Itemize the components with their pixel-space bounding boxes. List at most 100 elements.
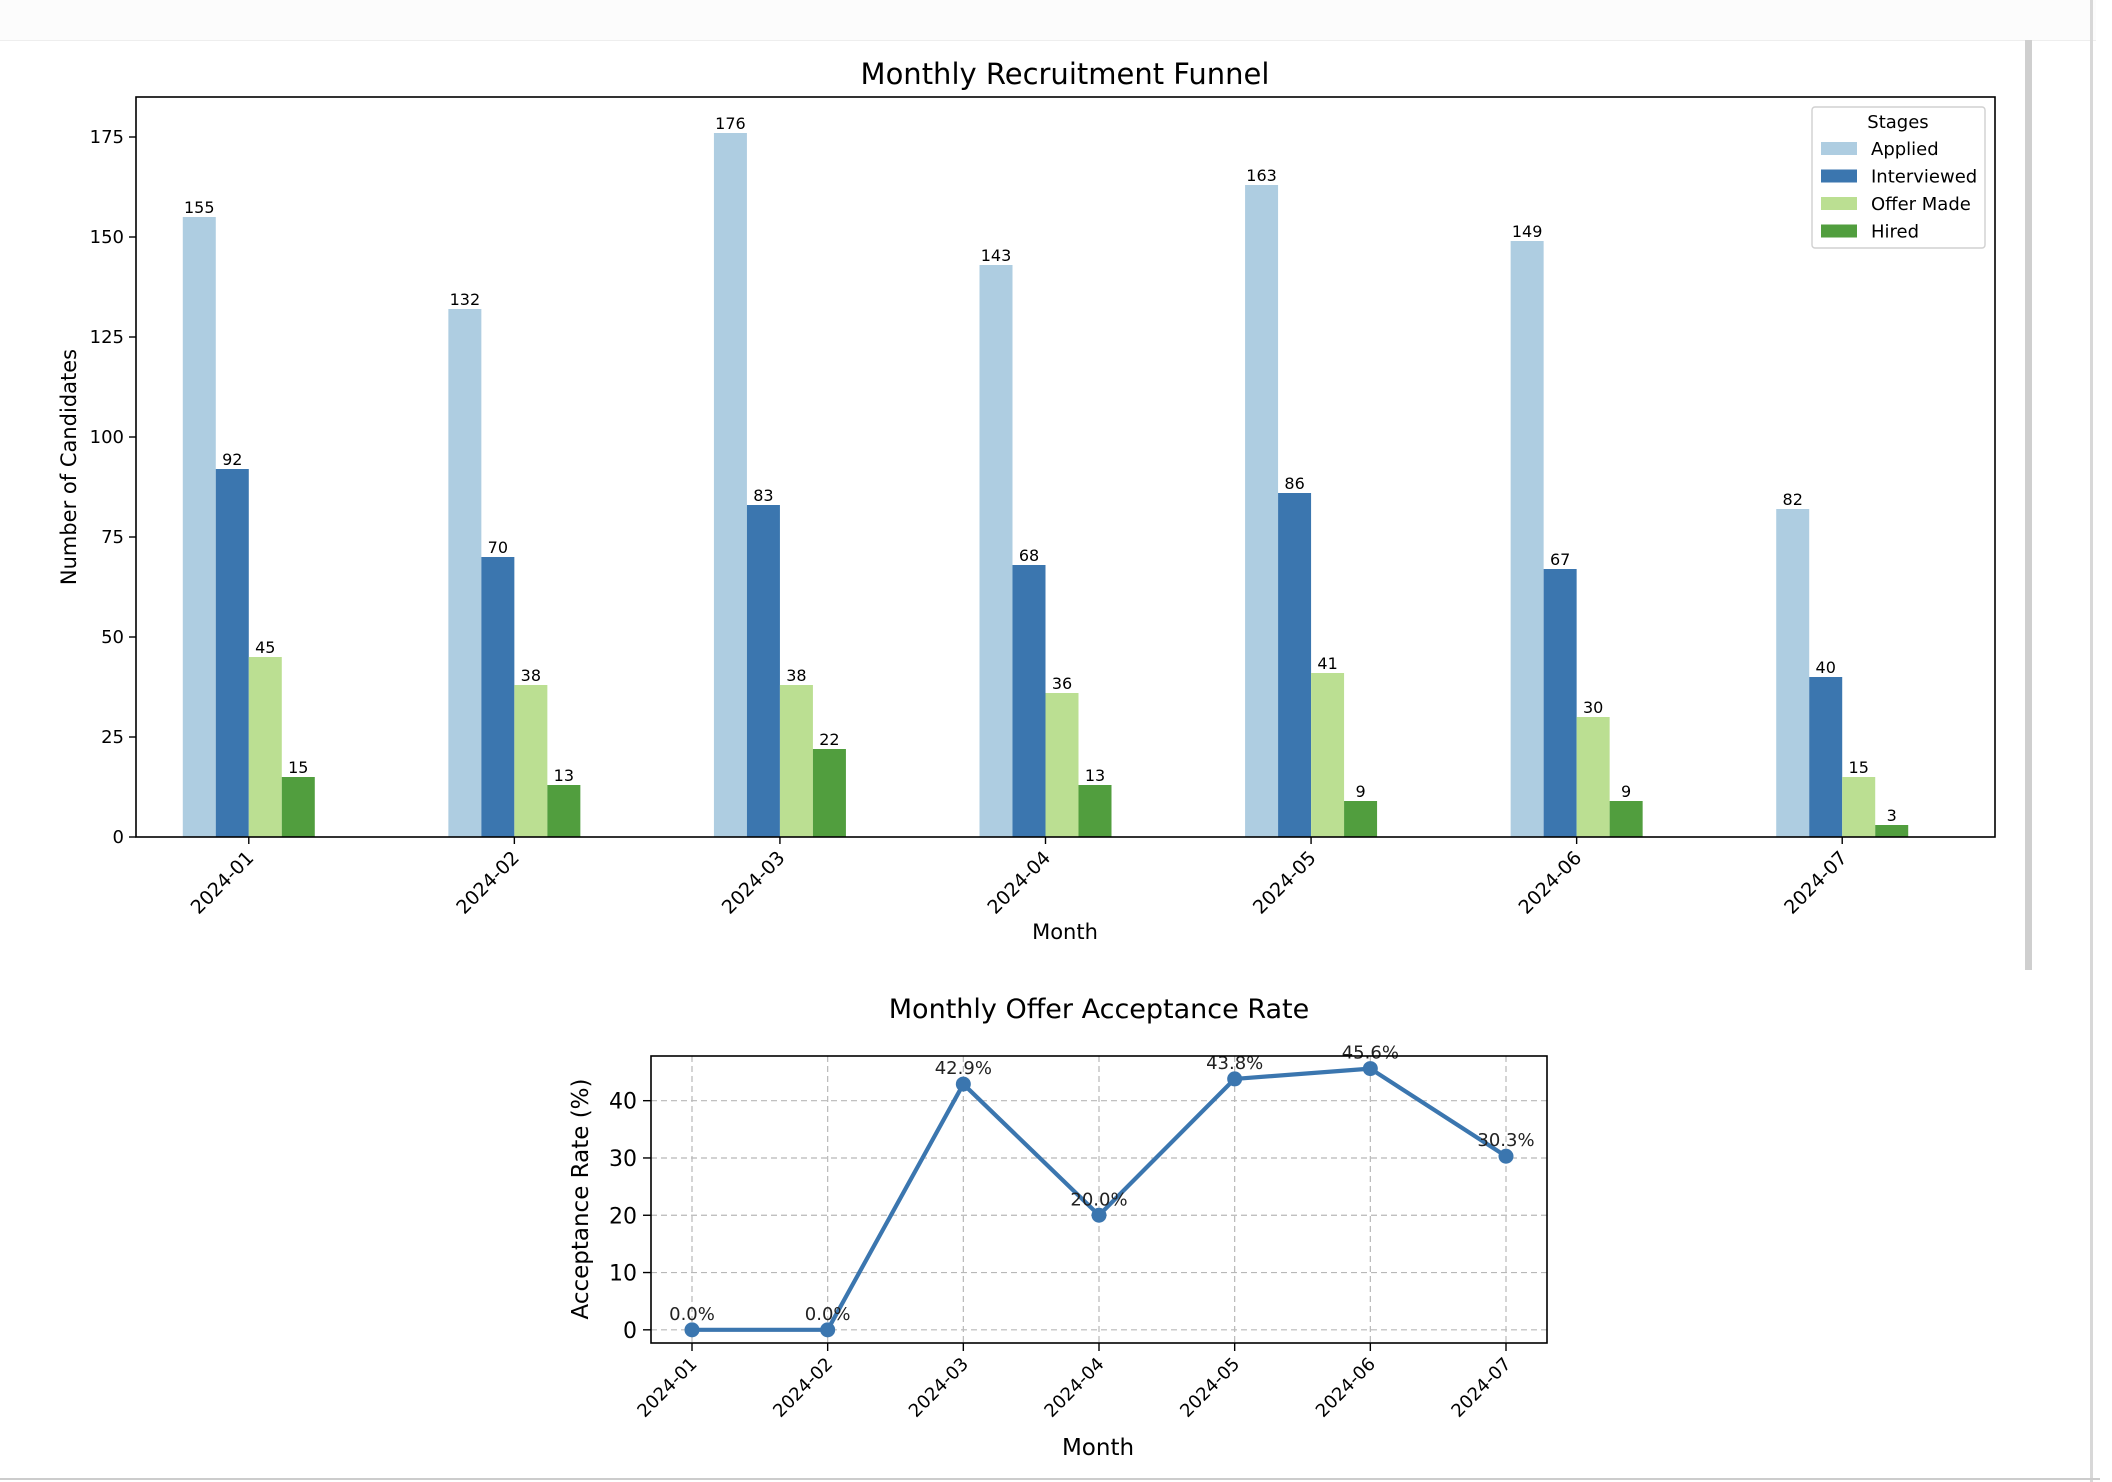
- bar-applied-2024-06: [1510, 241, 1544, 837]
- y-axis-label: Acceptance Rate (%): [568, 1078, 594, 1319]
- x-axis-label: Month: [1062, 1435, 1134, 1461]
- x-tick-label: 2024-01: [633, 1354, 701, 1422]
- legend-label: Applied: [1871, 139, 1939, 160]
- legend-items: Applied Interviewed Offer Made Hired: [1821, 139, 1977, 243]
- point-label: 0.0%: [805, 1304, 851, 1325]
- data-label: 67: [1550, 550, 1570, 569]
- legend-label: Interviewed: [1871, 167, 1977, 188]
- y-tick-label: 175: [90, 127, 124, 148]
- data-point: [1362, 1061, 1378, 1077]
- x-tick-label: 2024-03: [718, 847, 790, 919]
- data-label: 70: [488, 538, 508, 557]
- series-points: [684, 1061, 1514, 1338]
- chart-title: Monthly Offer Acceptance Rate: [889, 994, 1309, 1025]
- data-point: [1498, 1148, 1514, 1164]
- point-label: 30.3%: [1477, 1130, 1534, 1151]
- bar-group: [182, 133, 1909, 837]
- bar-offer-made-2024-01: [248, 657, 282, 837]
- legend-title: Stages: [1867, 112, 1928, 133]
- vertical-scrollbar[interactable]: [2025, 40, 2032, 970]
- bar-offer-made-2024-02: [514, 685, 548, 837]
- legend-swatch: [1821, 169, 1857, 183]
- bar-interviewed-2024-07: [1809, 677, 1843, 837]
- bar-offer-made-2024-03: [779, 685, 813, 837]
- data-label: 41: [1317, 654, 1337, 673]
- x-tick-label: 2024-06: [1312, 1354, 1380, 1422]
- top-strip: [0, 0, 2100, 41]
- legend-label: Hired: [1871, 222, 1919, 243]
- point-label: 43.8%: [1206, 1053, 1263, 1074]
- x-tick-label: 2024-07: [1780, 847, 1852, 919]
- x-tick-label: 2024-03: [905, 1354, 973, 1422]
- data-label: 149: [1512, 222, 1543, 241]
- point-label: 45.6%: [1342, 1043, 1399, 1064]
- data-label: 92: [222, 450, 242, 469]
- data-label: 15: [288, 758, 308, 777]
- window-edge: [2090, 0, 2093, 1482]
- bar-interviewed-2024-04: [1012, 565, 1046, 837]
- bottom-edge: [0, 1478, 2100, 1480]
- bar-hired-2024-07: [1875, 825, 1909, 837]
- y-tick-label: 30: [609, 1147, 637, 1172]
- data-label: 9: [1621, 782, 1631, 801]
- data-point: [820, 1322, 836, 1338]
- bar-hired-2024-06: [1609, 801, 1643, 837]
- y-tick-label: 0: [623, 1319, 637, 1344]
- data-point: [1091, 1207, 1107, 1223]
- bar-offer-made-2024-06: [1576, 717, 1610, 837]
- bar-offer-made-2024-07: [1842, 777, 1876, 837]
- legend-swatch: [1821, 142, 1857, 155]
- data-label: 9: [1355, 782, 1365, 801]
- data-label: 45: [255, 638, 275, 657]
- bar-applied-2024-04: [979, 265, 1013, 837]
- legend-swatch: [1821, 197, 1857, 210]
- legend: Stages Applied Interviewed Offer Made Hired: [1811, 106, 1986, 249]
- y-tick-label: 100: [90, 427, 124, 448]
- x-axis-label: Month: [1032, 920, 1098, 944]
- x-tick-label: 2024-02: [452, 847, 524, 919]
- bar-interviewed-2024-02: [481, 557, 515, 837]
- point-label: 0.0%: [669, 1304, 715, 1325]
- data-label: 38: [521, 666, 541, 685]
- point-label: 20.0%: [1070, 1189, 1127, 1210]
- x-axis-ticks: 2024-01 2024-02 2024-03 2024-04 2024-05 2024-…: [187, 837, 1852, 919]
- bar-hired-2024-01: [281, 777, 315, 837]
- data-label: 143: [981, 246, 1012, 265]
- plot-frame: [650, 1055, 1548, 1344]
- data-point: [1227, 1071, 1243, 1087]
- y-tick-label: 50: [101, 627, 124, 648]
- bar-hired-2024-03: [812, 749, 846, 837]
- bar-applied-2024-03: [713, 133, 747, 837]
- y-axis-label: Number of Candidates: [57, 349, 81, 585]
- data-label: 163: [1246, 166, 1277, 185]
- data-label: 3: [1887, 806, 1897, 825]
- x-tick-label: 2024-01: [187, 847, 259, 919]
- y-tick-label: 20: [609, 1204, 637, 1229]
- data-point: [684, 1322, 700, 1338]
- chart-title: Monthly Recruitment Funnel: [861, 57, 1270, 91]
- y-tick-label: 40: [609, 1090, 637, 1115]
- x-tick-label: 2024-05: [1176, 1354, 1244, 1422]
- y-tick-label: 0: [113, 827, 124, 848]
- plot-frame: [135, 96, 1996, 838]
- bar-hired-2024-04: [1078, 785, 1112, 837]
- data-label: 132: [450, 290, 481, 309]
- x-tick-label: 2024-04: [1040, 1354, 1108, 1422]
- point-labels: 0.0% 0.0% 42.9% 20.0% 43.8% 45.6% 30.3%: [669, 1043, 1534, 1325]
- bar-interviewed-2024-03: [746, 505, 780, 837]
- data-label: 13: [554, 766, 574, 785]
- legend-swatch: [1821, 224, 1857, 238]
- bar-applied-2024-02: [448, 309, 482, 837]
- bar-interviewed-2024-05: [1278, 493, 1312, 837]
- data-label: 38: [786, 666, 806, 685]
- bar-applied-2024-07: [1776, 509, 1810, 837]
- data-label: 40: [1816, 658, 1836, 677]
- bar-interviewed-2024-06: [1543, 569, 1577, 837]
- data-label: 13: [1085, 766, 1105, 785]
- y-axis-ticks: 0 25 50 75 100 125 150 175: [90, 127, 136, 848]
- data-point: [955, 1076, 971, 1092]
- bar-hired-2024-05: [1344, 801, 1378, 837]
- x-tick-label: 2024-04: [983, 847, 1055, 919]
- data-label: 15: [1849, 758, 1869, 777]
